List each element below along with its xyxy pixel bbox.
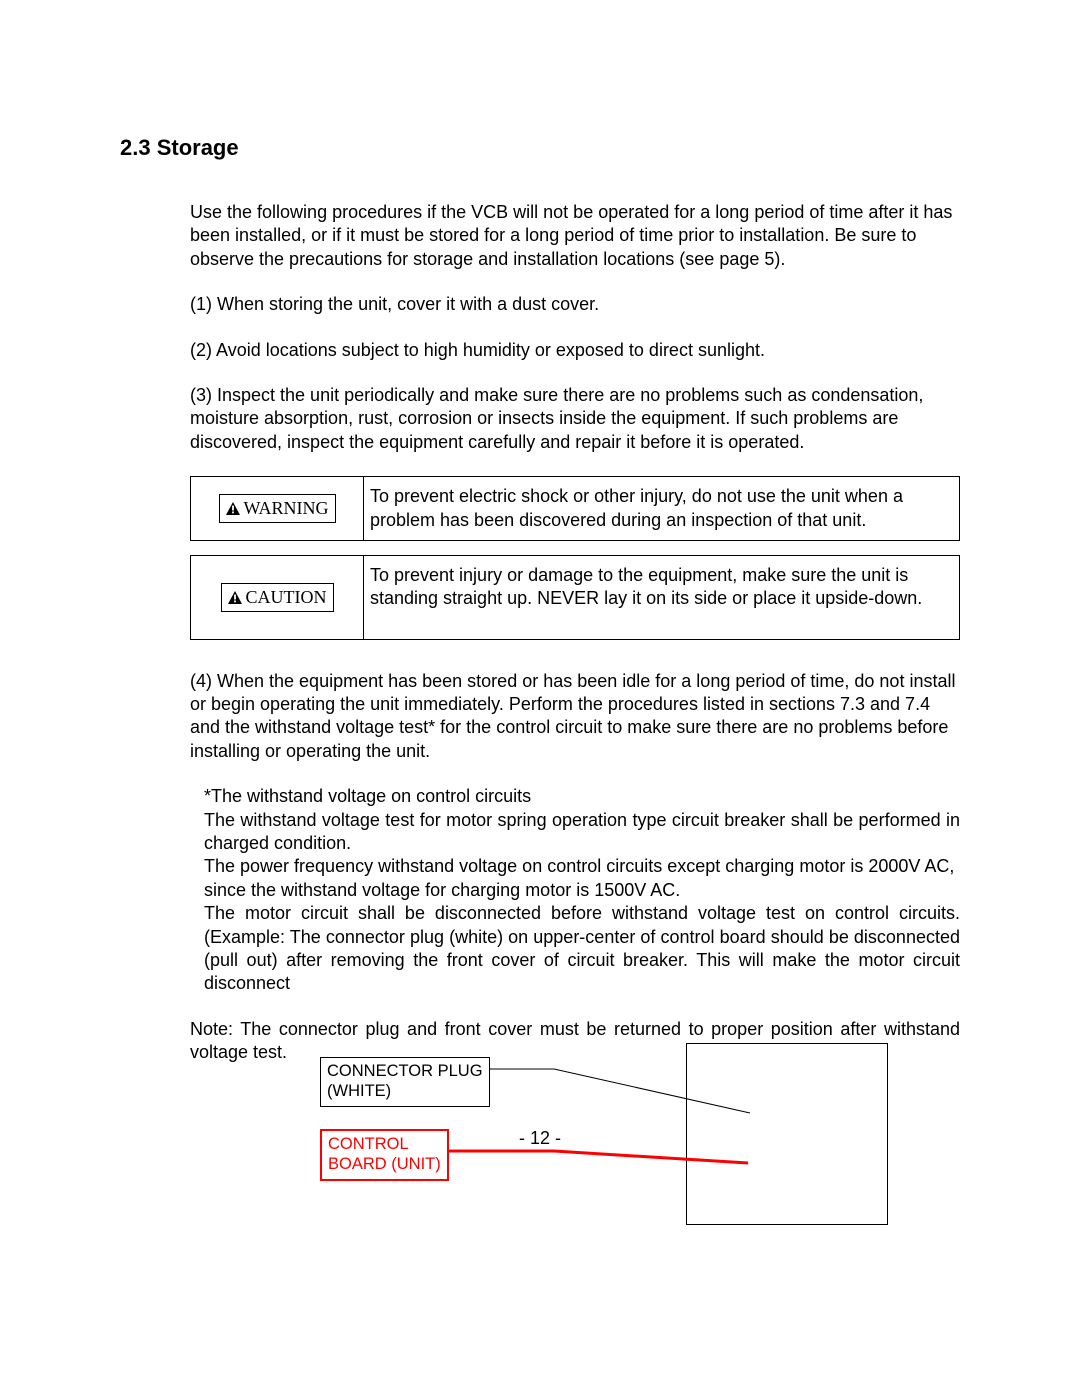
intro-paragraph: Use the following procedures if the VCB … <box>190 201 960 271</box>
warning-label-text: WARNING <box>244 498 329 518</box>
list-item-1: (1) When storing the unit, cover it with… <box>190 293 960 316</box>
list-item-2: (2) Avoid locations subject to high humi… <box>190 339 960 362</box>
caution-label-text: CAUTION <box>246 587 327 607</box>
wv-title: *The withstand voltage on control circui… <box>204 785 960 808</box>
control-board-label-line2: BOARD (UNIT) <box>328 1155 441 1173</box>
warning-text-cell: To prevent electric shock or other injur… <box>364 477 960 541</box>
body: Use the following procedures if the VCB … <box>190 201 960 1247</box>
connector-plug-label: CONNECTOR PLUG (WHITE) <box>320 1057 490 1107</box>
diagram: CONNECTOR PLUG (WHITE) CONTROL BOARD (UN… <box>190 1067 960 1247</box>
warning-label-cell: WARNING <box>191 477 364 541</box>
wv-paragraph-2: The power frequency withstand voltage on… <box>204 855 960 902</box>
caution-text-cell: To prevent injury or damage to the equip… <box>364 555 960 639</box>
withstand-voltage-block: *The withstand voltage on control circui… <box>204 785 960 996</box>
warning-badge: WARNING <box>219 494 336 523</box>
caution-label-cell: CAUTION <box>191 555 364 639</box>
warning-box: WARNING To prevent electric shock or oth… <box>190 476 960 541</box>
page: 2.3 Storage Use the following procedures… <box>0 0 1080 1397</box>
page-number: - 12 - <box>0 1128 1080 1149</box>
list-item-3: (3) Inspect the unit periodically and ma… <box>190 384 960 454</box>
list-item-4: (4) When the equipment has been stored o… <box>190 670 960 764</box>
connector-plug-label-line1: CONNECTOR PLUG <box>327 1062 483 1080</box>
warning-triangle-icon <box>226 502 240 515</box>
caution-triangle-icon <box>228 591 242 604</box>
wv-paragraph-3: The motor circuit shall be disconnected … <box>204 902 960 996</box>
caution-badge: CAUTION <box>221 583 334 612</box>
caution-box: CAUTION To prevent injury or damage to t… <box>190 555 960 640</box>
connector-plug-label-line2: (WHITE) <box>327 1082 391 1100</box>
wv-paragraph-1: The withstand voltage test for motor spr… <box>204 809 960 856</box>
section-heading: 2.3 Storage <box>120 135 960 161</box>
